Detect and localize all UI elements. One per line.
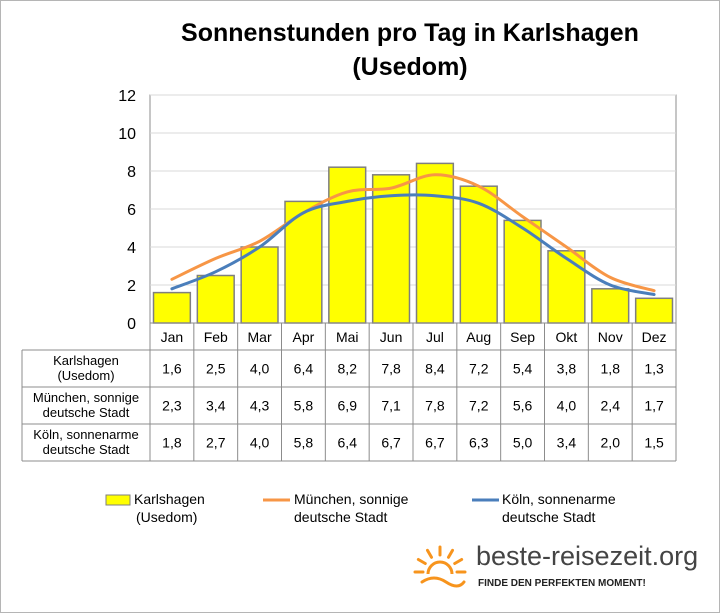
data-label-1-aug: 7,2 xyxy=(469,398,489,414)
data-label-1-mar: 4,3 xyxy=(250,398,270,414)
data-label-2-feb: 2,7 xyxy=(206,435,226,451)
y-tick-label-4: 4 xyxy=(127,240,136,257)
data-label-1-nov: 2,4 xyxy=(601,398,621,414)
data-label-2-jun: 6,7 xyxy=(381,435,401,451)
data-label-2-jul: 6,7 xyxy=(425,435,445,451)
table-row-label-2: Köln, sonnenarme deutsche Stadt xyxy=(33,427,139,457)
bar-mar xyxy=(240,246,279,324)
x-tick-label-jul: Jul xyxy=(426,329,444,345)
data-table: Jan Feb Mar Apr Mai Jun Jul Aug Sep Okt Nov Dez Karl… xyxy=(21,322,677,462)
data-label-0-jul: 8,4 xyxy=(425,361,445,377)
data-label-2-mar: 4,0 xyxy=(250,435,270,451)
chart-title: Sonnenstunden pro Tag in Karlshagen (Use… xyxy=(150,16,670,84)
legend-label-koeln-1: Köln, sonnenarme xyxy=(502,491,616,507)
data-label-2-dez: 1,5 xyxy=(644,435,664,451)
data-label-2-nov: 2,0 xyxy=(601,435,621,451)
line-series xyxy=(170,173,656,296)
y-tick-label-12: 12 xyxy=(118,88,136,105)
bar-jan xyxy=(152,291,192,324)
data-label-0-dez: 1,3 xyxy=(644,361,664,377)
x-tick-label-jan: Jan xyxy=(161,329,184,345)
series-line-muenchen xyxy=(170,173,656,293)
chart-title-line-2: (Usedom) xyxy=(352,53,468,81)
legend-item-karlshagen: Karlshagen (Usedom) xyxy=(134,490,205,526)
data-label-1-feb: 3,4 xyxy=(206,398,226,414)
data-label-1-sep: 5,6 xyxy=(513,398,533,414)
data-label-2-sep: 5,0 xyxy=(513,435,533,451)
bar-jul xyxy=(415,162,455,324)
y-tick-label-10: 10 xyxy=(118,126,136,143)
y-tick-label-2: 2 xyxy=(127,278,136,295)
x-tick-label-aug: Aug xyxy=(466,329,491,345)
x-tick-label-jun: Jun xyxy=(380,329,403,345)
data-label-1-okt: 4,0 xyxy=(557,398,577,414)
data-label-0-jan: 1,6 xyxy=(162,361,182,377)
sun-ray xyxy=(426,548,433,559)
sun-ray xyxy=(447,548,454,559)
bar-dez xyxy=(634,297,674,324)
data-label-2-okt: 3,4 xyxy=(557,435,577,451)
data-label-0-mai: 8,2 xyxy=(338,361,358,377)
brand-tagline: FINDE DEN PERFEKTEN MOMENT! xyxy=(478,578,646,589)
data-label-1-apr: 5,8 xyxy=(294,398,314,414)
x-tick-label-mar: Mar xyxy=(248,329,272,345)
data-label-0-feb: 2,5 xyxy=(206,361,226,377)
sun-logo-icon xyxy=(413,545,467,588)
data-label-2-aug: 6,3 xyxy=(469,435,489,451)
bar-nov xyxy=(591,288,630,324)
data-label-2-apr: 5,8 xyxy=(294,435,314,451)
data-label-0-apr: 6,4 xyxy=(294,361,314,377)
bar-okt xyxy=(547,250,586,324)
sun-ray xyxy=(416,558,427,565)
y-axis: 0 2 4 6 8 10 12 xyxy=(118,88,136,333)
legend-label-karlshagen-1: Karlshagen xyxy=(134,491,205,507)
data-label-2-mai: 6,4 xyxy=(338,435,358,451)
y-tick-label-6: 6 xyxy=(127,202,136,219)
legend-label-muenchen-2: deutsche Stadt xyxy=(294,509,388,525)
chart-title-line-1: Sonnenstunden pro Tag in Karlshagen xyxy=(181,19,639,47)
data-label-2-jan: 1,8 xyxy=(162,435,182,451)
data-label-1-jan: 2,3 xyxy=(162,398,182,414)
bar-feb xyxy=(196,274,235,324)
table-row-label-1: München, sonnige deutsche Stadt xyxy=(33,390,139,420)
x-tick-label-apr: Apr xyxy=(293,329,315,345)
legend-item-koeln: Köln, sonnenarme deutsche Stadt xyxy=(502,490,616,526)
data-label-0-aug: 7,2 xyxy=(469,361,489,377)
x-tick-label-mai: Mai xyxy=(336,329,359,345)
data-label-1-jul: 7,8 xyxy=(425,398,445,414)
data-label-1-dez: 1,7 xyxy=(644,398,664,414)
x-tick-label-feb: Feb xyxy=(204,329,228,345)
gridlines xyxy=(149,94,677,324)
x-tick-label-nov: Nov xyxy=(598,329,623,345)
brand-name[interactable]: beste-reisezeit.org xyxy=(476,541,699,571)
legend-label-muenchen-1: München, sonnige xyxy=(294,491,409,507)
legend-label-karlshagen-2: (Usedom) xyxy=(136,509,198,525)
sun-ray xyxy=(453,558,464,565)
bar-aug xyxy=(459,185,498,324)
x-tick-label-sep: Sep xyxy=(510,329,535,345)
data-label-1-mai: 6,9 xyxy=(338,398,358,414)
x-tick-label-dez: Dez xyxy=(642,329,667,345)
table-row-label-0: Karlshagen (Usedom) xyxy=(53,353,119,383)
data-label-0-jun: 7,8 xyxy=(381,361,401,377)
y-tick-label-8: 8 xyxy=(127,164,136,181)
legend-item-muenchen: München, sonnige deutsche Stadt xyxy=(294,490,408,526)
y-tick-label-0: 0 xyxy=(127,316,136,333)
data-label-0-okt: 3,8 xyxy=(557,361,577,377)
data-label-0-mar: 4,0 xyxy=(250,361,270,377)
data-label-1-jun: 7,1 xyxy=(381,398,401,414)
data-label-0-sep: 5,4 xyxy=(513,361,533,377)
x-tick-label-okt: Okt xyxy=(556,329,578,345)
data-label-0-nov: 1,8 xyxy=(601,361,621,377)
series-line-koeln xyxy=(170,193,656,296)
legend-label-koeln-2: deutsche Stadt xyxy=(502,509,596,525)
